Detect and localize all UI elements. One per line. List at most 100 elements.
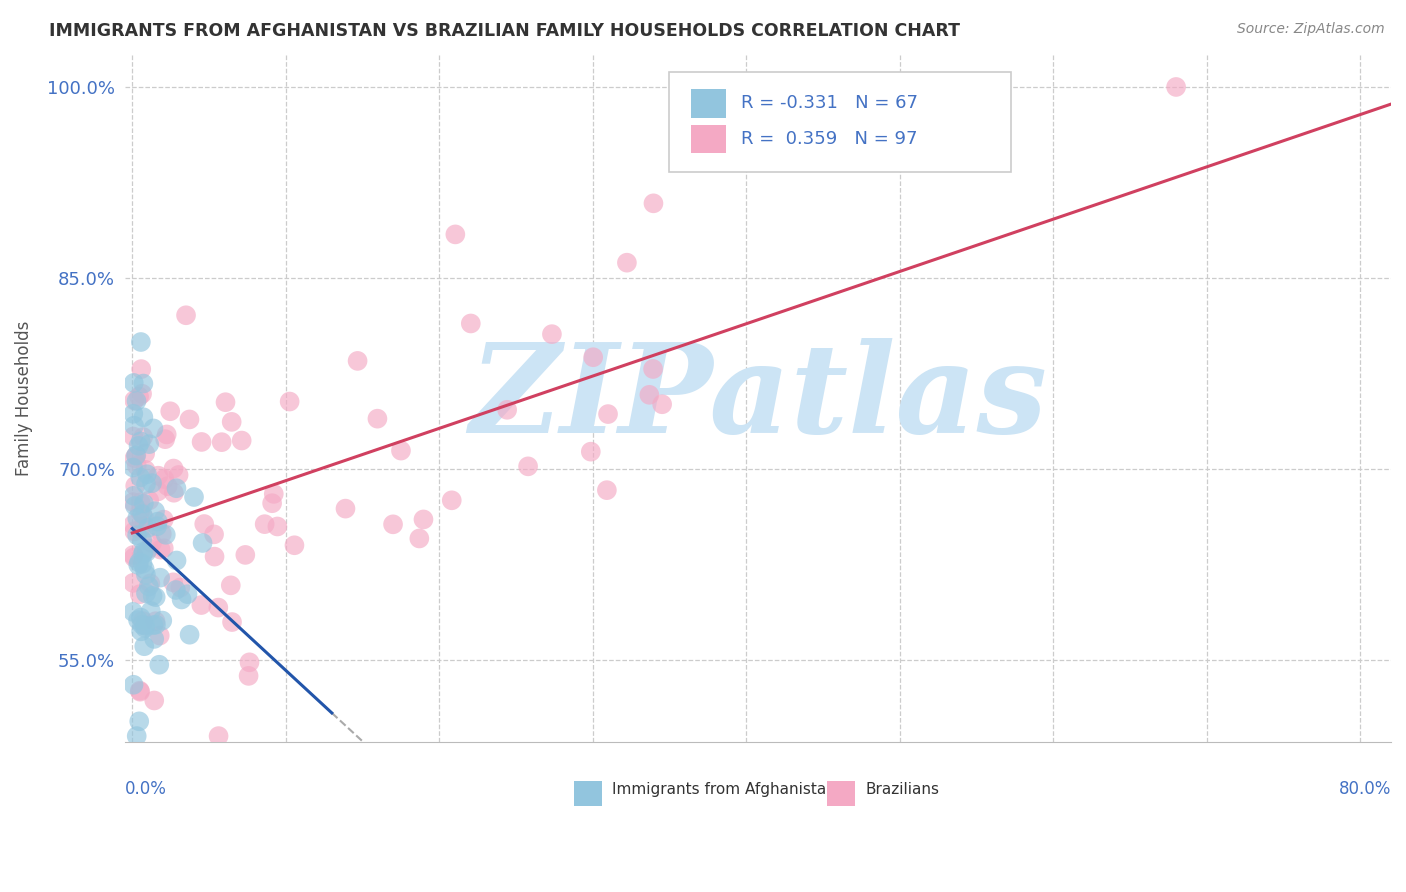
Point <box>134 562 156 576</box>
Point <box>134 639 156 653</box>
Point <box>139 604 162 618</box>
Point <box>132 614 155 628</box>
Point <box>155 528 177 542</box>
Point <box>596 407 619 421</box>
Point <box>153 432 176 446</box>
Point <box>150 527 173 541</box>
Point <box>134 618 156 632</box>
Point <box>122 429 145 443</box>
Point <box>231 434 253 448</box>
Point <box>138 493 160 508</box>
Point <box>134 519 156 533</box>
Point <box>127 613 149 627</box>
Point <box>128 439 150 453</box>
Point <box>131 507 153 521</box>
Point <box>122 575 145 590</box>
Point <box>128 714 150 729</box>
Point <box>643 196 665 211</box>
Point <box>146 515 169 529</box>
Point <box>148 468 170 483</box>
Point <box>129 624 152 639</box>
Point <box>190 434 212 449</box>
Point <box>127 511 149 525</box>
Point <box>131 386 153 401</box>
Point <box>596 483 619 498</box>
Point <box>139 576 162 591</box>
Point <box>134 621 156 635</box>
Point <box>129 434 152 449</box>
Point <box>190 598 212 612</box>
Point <box>122 495 145 509</box>
Point <box>129 470 152 484</box>
Point <box>136 521 159 535</box>
Point <box>253 517 276 532</box>
Point <box>122 550 145 565</box>
Point <box>412 512 434 526</box>
Text: Immigrants from Afghanistan: Immigrants from Afghanistan <box>612 781 837 797</box>
Point <box>179 412 201 426</box>
Point <box>132 410 155 425</box>
Point <box>408 532 430 546</box>
Point <box>207 729 229 743</box>
Point <box>143 504 166 518</box>
Point <box>142 421 165 435</box>
Point <box>142 618 165 632</box>
Point <box>440 493 463 508</box>
Point <box>136 467 159 482</box>
FancyBboxPatch shape <box>828 780 855 805</box>
Text: R = -0.331   N = 67: R = -0.331 N = 67 <box>741 95 918 112</box>
Point <box>221 415 243 429</box>
Point <box>444 227 467 242</box>
Point <box>169 581 191 595</box>
Point <box>263 487 285 501</box>
Point <box>129 610 152 624</box>
Point <box>134 463 156 477</box>
Point <box>262 496 284 510</box>
Text: ZIPatlas: ZIPatlas <box>468 338 1047 459</box>
Point <box>128 390 150 404</box>
Point <box>145 590 167 604</box>
Text: Brazilians: Brazilians <box>866 781 939 797</box>
Point <box>146 519 169 533</box>
Point <box>541 327 564 342</box>
Point <box>152 541 174 556</box>
Point <box>132 430 155 444</box>
Point <box>641 362 664 376</box>
Point <box>132 511 155 525</box>
Point <box>202 527 225 541</box>
Point <box>1164 79 1187 94</box>
Point <box>122 517 145 532</box>
Point <box>460 317 482 331</box>
Point <box>204 549 226 564</box>
Point <box>125 449 148 463</box>
Point <box>122 376 145 390</box>
Point <box>166 553 188 567</box>
Point <box>135 586 157 600</box>
Point <box>122 460 145 475</box>
Point <box>167 467 190 482</box>
Point <box>122 548 145 562</box>
Point <box>221 615 243 629</box>
Point <box>278 394 301 409</box>
Point <box>127 558 149 572</box>
Point <box>128 683 150 698</box>
Point <box>134 446 156 460</box>
Point <box>131 533 153 547</box>
Point <box>238 669 260 683</box>
Point <box>146 484 169 499</box>
Point <box>129 505 152 519</box>
Point <box>142 589 165 603</box>
Point <box>132 376 155 391</box>
Point <box>346 354 368 368</box>
Point <box>163 485 186 500</box>
Point <box>496 402 519 417</box>
Point <box>145 614 167 628</box>
FancyBboxPatch shape <box>690 125 725 153</box>
Point <box>138 541 160 556</box>
FancyBboxPatch shape <box>690 89 725 118</box>
Point <box>149 542 172 557</box>
Point <box>283 538 305 552</box>
Text: IMMIGRANTS FROM AFGHANISTAN VS BRAZILIAN FAMILY HOUSEHOLDS CORRELATION CHART: IMMIGRANTS FROM AFGHANISTAN VS BRAZILIAN… <box>49 22 960 40</box>
Point <box>219 578 242 592</box>
Point <box>122 393 145 408</box>
